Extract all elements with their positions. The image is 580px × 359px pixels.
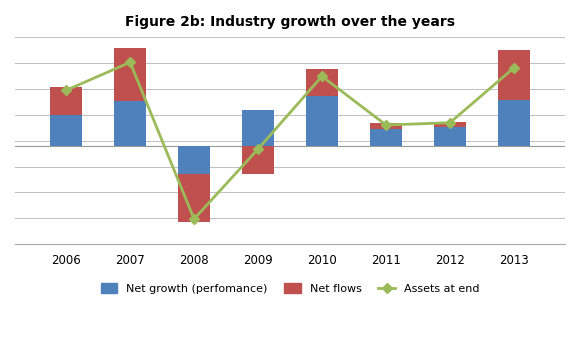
Bar: [242, 146, 274, 174]
Bar: [434, 122, 466, 127]
Bar: [50, 116, 82, 146]
Bar: [114, 48, 146, 102]
Bar: [498, 50, 530, 101]
Bar: [498, 101, 530, 146]
Bar: [242, 110, 274, 146]
Bar: [370, 130, 402, 146]
Bar: [114, 102, 146, 146]
Title: Figure 2b: Industry growth over the years: Figure 2b: Industry growth over the year…: [125, 15, 455, 29]
Legend: Net growth (perfomance), Net flows, Assets at end: Net growth (perfomance), Net flows, Asse…: [96, 279, 484, 298]
Bar: [434, 127, 466, 146]
Bar: [370, 123, 402, 130]
Bar: [50, 88, 82, 116]
Bar: [306, 69, 338, 96]
Bar: [178, 146, 210, 174]
Bar: [306, 96, 338, 146]
Bar: [178, 174, 210, 222]
